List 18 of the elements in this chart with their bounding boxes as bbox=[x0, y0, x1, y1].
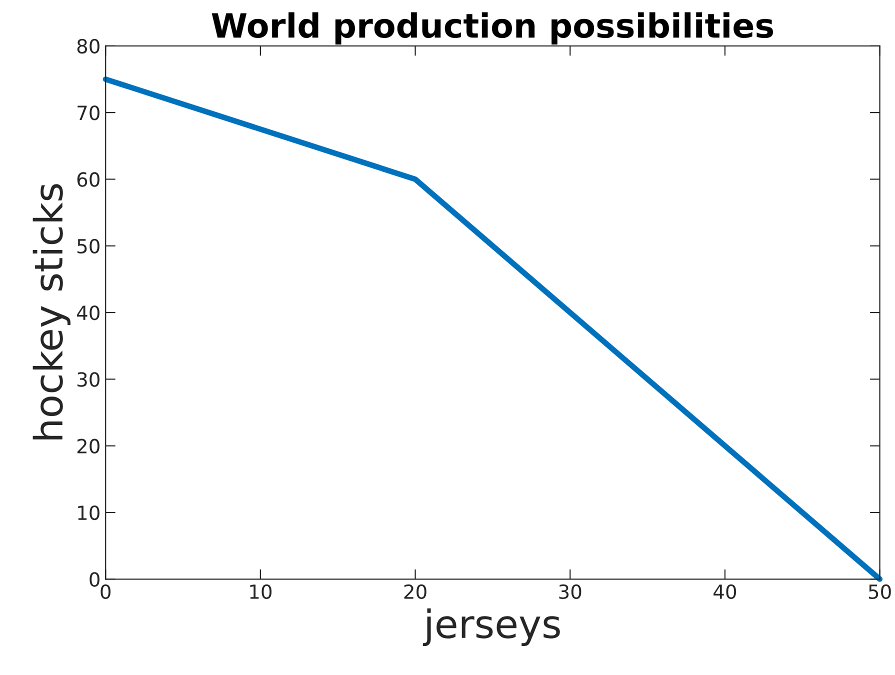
y-tick-label: 10 bbox=[78, 505, 100, 520]
y-tick-label: 50 bbox=[78, 238, 100, 254]
y-tick-label: 30 bbox=[77, 372, 100, 387]
x-axis-title: jerseys bbox=[422, 608, 560, 646]
chart-title: World production possibilities bbox=[212, 12, 773, 44]
x-tick-label: 10 bbox=[250, 584, 272, 600]
x-tick-label: 40 bbox=[714, 584, 736, 600]
x-tick-label: 20 bbox=[404, 584, 426, 600]
y-tick-label: 60 bbox=[77, 172, 100, 187]
y-tick-label: 20 bbox=[77, 438, 100, 454]
y-tick-label: 40 bbox=[76, 305, 100, 320]
x-tick-label: 50 bbox=[868, 584, 891, 600]
y-tick-label: 70 bbox=[78, 106, 100, 120]
y-tick-label: 0 bbox=[90, 572, 100, 587]
y-axis-title: hockey sticks bbox=[32, 184, 70, 440]
x-tick-label: 30 bbox=[559, 584, 582, 600]
x-tick-label: 0 bbox=[100, 584, 111, 600]
y-tick-label: 80 bbox=[77, 38, 100, 54]
